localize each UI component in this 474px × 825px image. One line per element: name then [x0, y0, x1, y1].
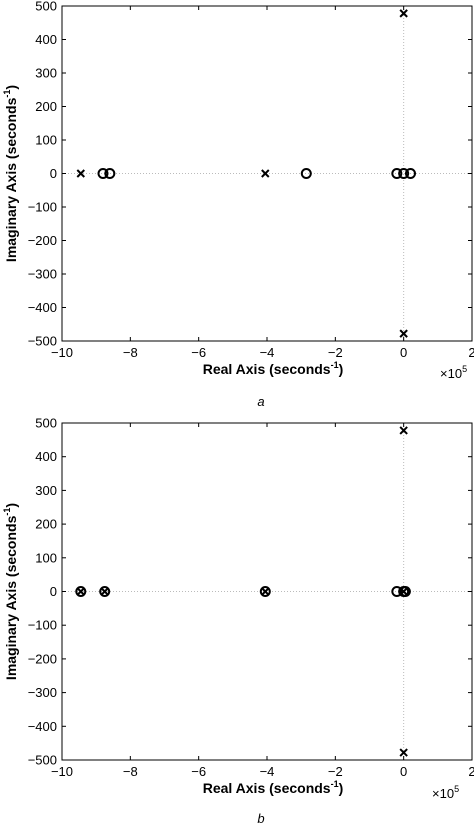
panel-label: b: [257, 811, 264, 825]
y-axis-label: Imaginary Axis (seconds-1): [2, 503, 19, 680]
y-tick-label: −200: [28, 651, 57, 666]
x-tick-label: −8: [123, 345, 138, 360]
y-tick-label: −400: [28, 300, 57, 315]
y-tick-label: 100: [35, 133, 57, 148]
zero-marker: [97, 168, 109, 179]
y-tick-label: 500: [35, 416, 57, 431]
x-tick-label: −4: [260, 764, 275, 779]
x-tick-label: 2: [468, 345, 474, 360]
y-tick-label: −200: [28, 233, 57, 248]
x-tick-label: −6: [191, 345, 206, 360]
y-tick-label: 300: [35, 66, 57, 81]
y-tick-label: −100: [28, 618, 57, 633]
pole-marker: [399, 9, 408, 18]
zero-marker: [405, 168, 416, 179]
pole-marker: [399, 587, 408, 596]
x-tick-label: −8: [123, 764, 138, 779]
y-tick-label: −500: [28, 753, 57, 768]
x-tick-label: −6: [191, 764, 206, 779]
pole-marker: [76, 587, 85, 596]
zero-marker: [399, 586, 411, 597]
y-tick-label: −100: [28, 200, 57, 215]
x-tick-label: −10: [51, 345, 73, 360]
y-tick-label: 400: [35, 32, 57, 47]
y-tick-label: 300: [35, 483, 57, 498]
zero-marker: [300, 168, 312, 179]
panel-b: −10 −8 −6 −4 −2 0 2 −500 −400 −300 −200 −100 0 100 200…: [2, 416, 474, 825]
y-tick-label: 100: [35, 550, 57, 565]
panel-a: −10 −8 −6 −4 −2 0 2 −500 −400 −300 −200 −100 0 100 200…: [2, 0, 474, 409]
pole-marker: [399, 426, 408, 435]
y-tick-label: −500: [28, 334, 57, 349]
pole-marker: [76, 169, 85, 178]
zero-marker: [259, 586, 271, 597]
x-tick-label: 0: [400, 345, 407, 360]
y-tick-label: 0: [50, 166, 57, 181]
y-tick-label: 200: [35, 99, 57, 114]
x-axis-multiplier: ×105: [432, 784, 459, 801]
pole-marker: [399, 748, 408, 757]
y-tick-label: 500: [35, 0, 57, 14]
y-axis-label: Imaginary Axis (seconds-1): [2, 85, 19, 262]
y-tick-label: 200: [35, 517, 57, 532]
x-tick-label: −10: [51, 764, 73, 779]
zero-marker: [398, 168, 410, 179]
x-tick-label: 0: [400, 764, 407, 779]
zero-marker: [391, 168, 403, 179]
pole-marker: [100, 587, 109, 596]
x-tick-label: −2: [328, 345, 343, 360]
y-tick-label: −300: [28, 267, 57, 282]
y-tick-label: 400: [35, 449, 57, 464]
pole-marker: [399, 329, 408, 338]
zero-marker: [104, 168, 116, 179]
x-tick-label: −4: [260, 345, 275, 360]
x-axis-label: Real Axis (seconds-1): [203, 360, 344, 377]
x-tick-label: −2: [328, 764, 343, 779]
zero-marker: [75, 586, 87, 597]
x-axis-multiplier: ×105: [440, 364, 467, 381]
x-tick-label: 2: [468, 764, 474, 779]
panel-label: a: [257, 394, 264, 409]
pole-marker: [261, 169, 270, 178]
y-tick-label: −400: [28, 719, 57, 734]
y-tick-label: −300: [28, 685, 57, 700]
y-tick-label: 0: [50, 584, 57, 599]
pole-marker: [261, 587, 270, 596]
zero-marker: [99, 586, 111, 597]
x-axis-label: Real Axis (seconds-1): [203, 779, 344, 796]
